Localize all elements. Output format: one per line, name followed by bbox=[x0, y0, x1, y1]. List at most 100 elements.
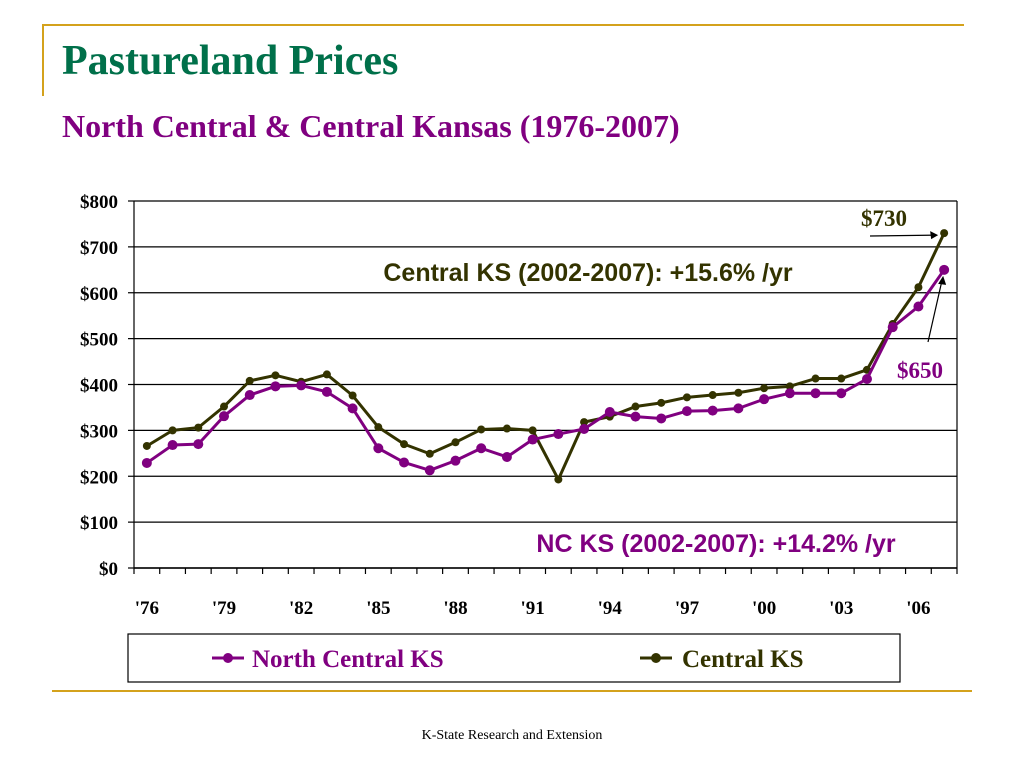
y-tick-label: $800 bbox=[80, 192, 118, 213]
data-point-central-ks bbox=[374, 423, 383, 432]
annotation-central-growth: Central KS (2002-2007): +15.6% /yr bbox=[383, 259, 793, 287]
data-point-central-ks bbox=[245, 376, 254, 385]
data-point-north-central-ks bbox=[759, 394, 770, 405]
data-point-north-central-ks bbox=[296, 380, 307, 391]
data-point-central-ks bbox=[528, 426, 537, 435]
data-point-north-central-ks bbox=[939, 264, 950, 275]
data-point-north-central-ks bbox=[450, 455, 461, 466]
annotation-central-end-value: $730 bbox=[861, 206, 907, 231]
data-point-central-ks bbox=[940, 229, 949, 238]
data-point-north-central-ks bbox=[810, 388, 821, 399]
data-point-north-central-ks bbox=[270, 381, 281, 392]
data-point-north-central-ks bbox=[656, 413, 667, 424]
bottom-accent-line bbox=[52, 690, 972, 692]
data-point-north-central-ks bbox=[399, 457, 410, 468]
y-tick-label: $0 bbox=[99, 559, 118, 580]
annotation-arrowhead-nc bbox=[938, 275, 947, 285]
data-point-central-ks bbox=[348, 391, 357, 400]
left-accent-line bbox=[42, 24, 44, 96]
x-tick-label: '79 bbox=[212, 598, 236, 619]
data-point-central-ks bbox=[580, 418, 589, 427]
y-tick-label: $600 bbox=[80, 284, 118, 305]
data-point-central-ks bbox=[271, 371, 280, 380]
y-tick-label: $700 bbox=[80, 238, 118, 259]
top-accent-line bbox=[42, 24, 964, 26]
x-tick-label: '00 bbox=[752, 598, 776, 619]
data-point-north-central-ks bbox=[681, 406, 692, 417]
data-point-north-central-ks bbox=[219, 411, 230, 422]
annotation-arrow-central bbox=[869, 234, 937, 237]
data-point-central-ks bbox=[194, 423, 203, 432]
data-point-central-ks bbox=[734, 388, 743, 397]
data-point-north-central-ks bbox=[501, 451, 512, 462]
y-tick-label: $300 bbox=[80, 421, 118, 442]
data-point-north-central-ks bbox=[244, 390, 255, 401]
x-tick-label: '88 bbox=[443, 598, 467, 619]
x-tick-label: '94 bbox=[598, 598, 623, 619]
data-point-central-ks bbox=[322, 370, 331, 379]
data-point-central-ks bbox=[837, 374, 846, 383]
data-point-north-central-ks bbox=[733, 403, 744, 414]
data-point-central-ks bbox=[785, 382, 794, 391]
data-point-north-central-ks bbox=[913, 301, 924, 312]
data-point-central-ks bbox=[400, 440, 409, 449]
x-tick-label: '97 bbox=[675, 598, 700, 619]
data-point-central-ks bbox=[708, 391, 717, 400]
data-point-north-central-ks bbox=[707, 405, 718, 416]
data-point-north-central-ks bbox=[604, 407, 615, 418]
data-point-central-ks bbox=[477, 425, 486, 434]
data-point-north-central-ks bbox=[321, 386, 332, 397]
data-point-north-central-ks bbox=[476, 443, 487, 454]
data-point-central-ks bbox=[760, 384, 769, 393]
x-tick-label: '91 bbox=[521, 598, 545, 619]
data-point-north-central-ks bbox=[527, 434, 538, 445]
data-point-north-central-ks bbox=[836, 388, 847, 399]
data-point-north-central-ks bbox=[579, 423, 590, 434]
data-point-central-ks bbox=[657, 398, 666, 407]
data-point-central-ks bbox=[502, 424, 511, 433]
data-point-central-ks bbox=[168, 426, 177, 435]
data-point-north-central-ks bbox=[347, 403, 358, 414]
series-line-central-ks bbox=[146, 232, 946, 481]
annotation-arrow-nc bbox=[927, 279, 943, 343]
annotation-arrowhead-central bbox=[930, 231, 939, 240]
data-point-central-ks bbox=[914, 283, 923, 292]
data-point-central-ks bbox=[425, 449, 434, 458]
data-point-north-central-ks bbox=[784, 388, 795, 399]
data-point-north-central-ks bbox=[373, 443, 384, 454]
x-tick-label: '85 bbox=[366, 598, 390, 619]
legend-marker-central-ks bbox=[651, 653, 661, 663]
data-point-north-central-ks bbox=[630, 411, 641, 422]
data-point-central-ks bbox=[811, 374, 820, 383]
data-point-central-ks bbox=[451, 438, 460, 447]
legend-marker-north-central-ks bbox=[223, 653, 233, 663]
data-point-north-central-ks bbox=[553, 429, 564, 440]
y-tick-label: $200 bbox=[80, 467, 118, 488]
x-tick-label: '82 bbox=[289, 598, 313, 619]
data-point-central-ks bbox=[631, 402, 640, 411]
data-point-central-ks bbox=[220, 402, 229, 411]
footer-text: K-State Research and Extension bbox=[421, 728, 603, 743]
data-point-north-central-ks bbox=[141, 457, 152, 468]
y-tick-label: $400 bbox=[80, 376, 118, 397]
x-tick-label: '76 bbox=[135, 598, 159, 619]
annotation-nc-growth: NC KS (2002-2007): +14.2% /yr bbox=[536, 530, 895, 558]
y-tick-label: $100 bbox=[80, 513, 118, 534]
annotation-nc-end-value: $650 bbox=[897, 358, 943, 383]
data-point-north-central-ks bbox=[424, 465, 435, 476]
x-tick-label: '06 bbox=[906, 598, 930, 619]
legend-box bbox=[127, 633, 901, 683]
data-point-north-central-ks bbox=[167, 440, 178, 451]
x-tick-label: '03 bbox=[829, 598, 853, 619]
data-point-central-ks bbox=[142, 441, 151, 450]
data-point-central-ks bbox=[554, 475, 563, 484]
data-point-north-central-ks bbox=[193, 439, 204, 450]
page-title: Pastureland Prices bbox=[62, 38, 399, 84]
legend-label-central-ks: Central KS bbox=[682, 646, 804, 673]
page-subtitle: North Central & Central Kansas (1976-200… bbox=[62, 108, 680, 144]
data-point-central-ks bbox=[682, 393, 691, 402]
data-point-north-central-ks bbox=[887, 322, 898, 333]
legend-label-north-central-ks: North Central KS bbox=[252, 646, 444, 673]
data-point-north-central-ks bbox=[861, 373, 872, 384]
